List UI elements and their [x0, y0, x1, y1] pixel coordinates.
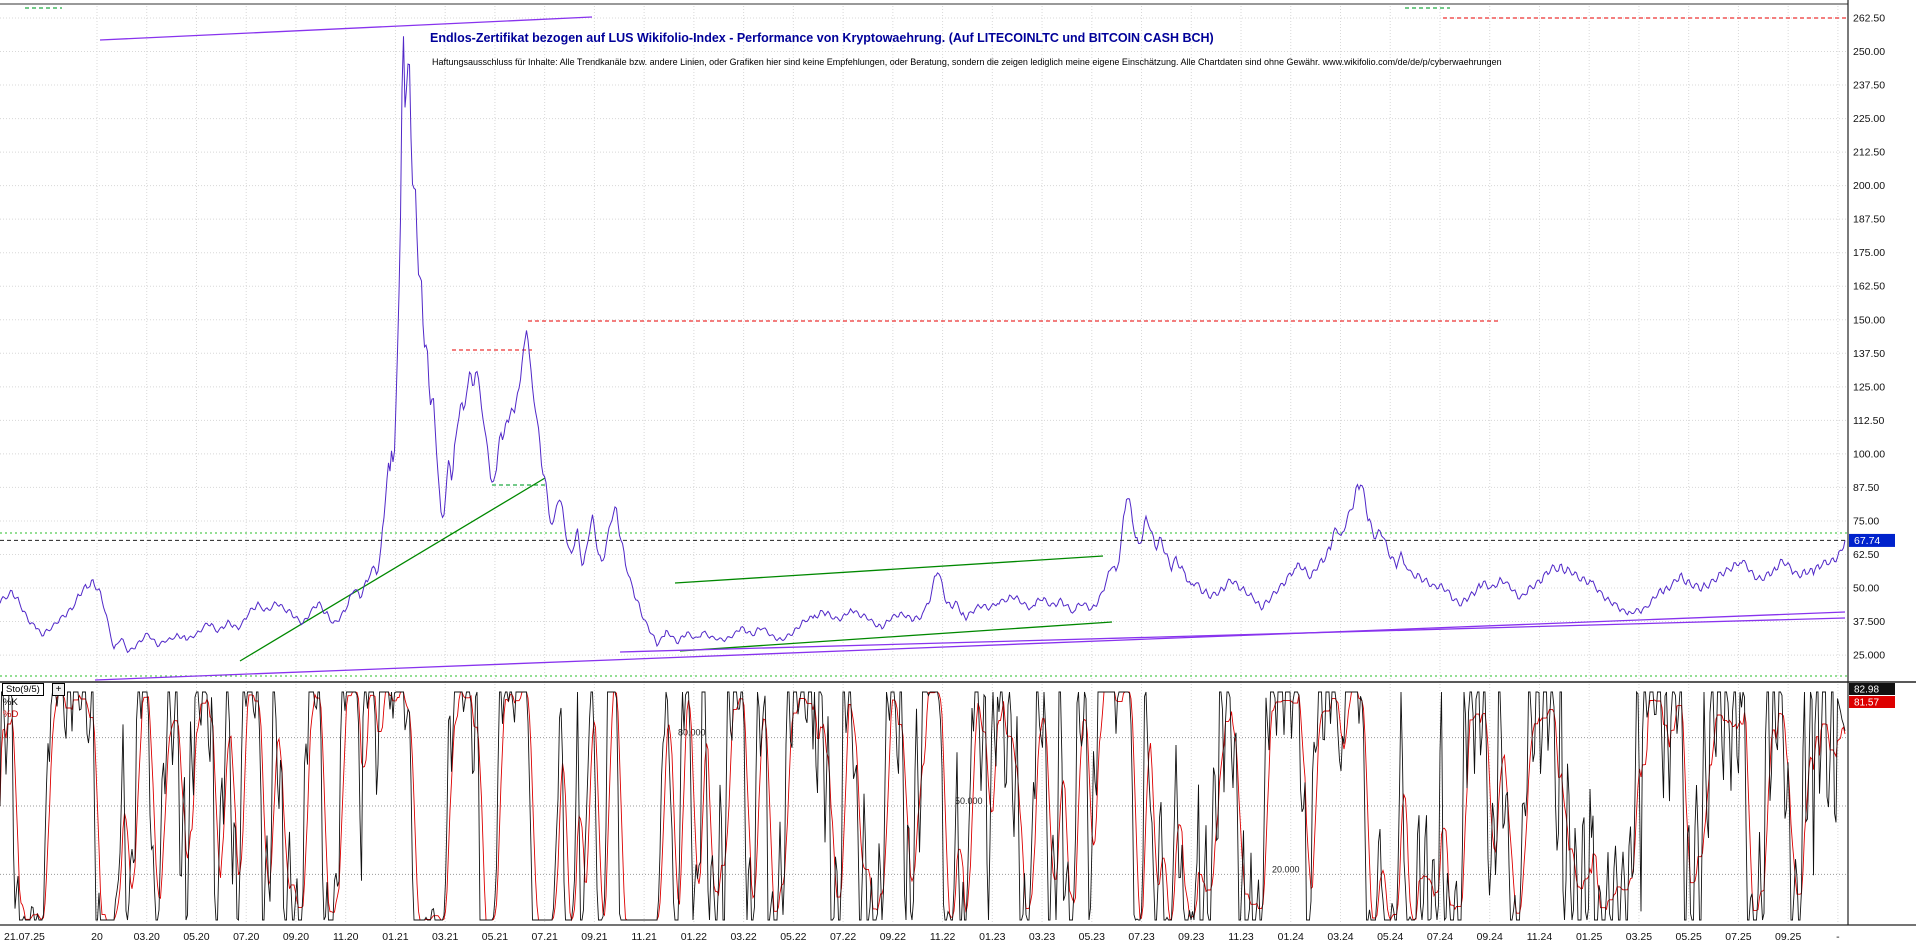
y-axis-label: 250.00 — [1853, 46, 1885, 58]
x-axis-label: 03.20 — [134, 931, 160, 943]
x-axis-label: 09.22 — [880, 931, 906, 943]
y-axis-label: 212.50 — [1853, 147, 1885, 159]
y-axis-label: 237.50 — [1853, 80, 1885, 92]
price-line[interactable] — [0, 36, 1846, 654]
x-axis-label: 05.25 — [1676, 931, 1702, 943]
x-axis-label: - — [1836, 931, 1840, 943]
chart-title: Endlos-Zertifikat bezogen auf LUS Wikifo… — [430, 31, 1214, 45]
y-axis-label: 37.500 — [1853, 616, 1885, 628]
indicator-d-label: %D — [3, 709, 19, 720]
x-axis-label: 09.23 — [1178, 931, 1204, 943]
x-axis-label: 07.25 — [1725, 931, 1751, 943]
y-axis-label: 150.00 — [1853, 314, 1885, 326]
x-axis-label: 11.21 — [631, 931, 657, 943]
current-price-value: 67.74 — [1854, 535, 1880, 547]
x-axis-label: 01.24 — [1278, 931, 1304, 943]
x-axis-label: 11.20 — [333, 931, 359, 943]
x-axis-label: 09.20 — [283, 931, 309, 943]
x-axis-label: 07.24 — [1427, 931, 1453, 943]
indicator-add-button[interactable]: + — [52, 683, 65, 696]
x-axis-label: 05.21 — [482, 931, 508, 943]
x-axis-label: 07.23 — [1128, 931, 1154, 943]
y-axis-label: 75.00 — [1853, 515, 1879, 527]
sto-level-label: 20.000 — [1272, 864, 1300, 874]
x-axis-label: 05.20 — [183, 931, 209, 943]
y-axis-label: 225.00 — [1853, 113, 1885, 125]
x-axis-label: 07.21 — [532, 931, 558, 943]
uptrend-2020-2021-line[interactable] — [239, 477, 546, 662]
chart-disclaimer: Haftungsausschluss für Inhalte: Alle Tre… — [432, 57, 1502, 67]
x-axis-label: 01.21 — [382, 931, 408, 943]
indicator-label[interactable]: Sto(9/5) — [2, 683, 44, 696]
x-axis-label: 11.23 — [1228, 931, 1254, 943]
y-axis-label: 62.50 — [1853, 549, 1879, 561]
mid-channel-lower-line[interactable] — [679, 621, 1113, 652]
sto-k-box — [1849, 683, 1895, 695]
x-axis-label: 03.23 — [1029, 931, 1055, 943]
x-axis-label: 20 — [91, 931, 103, 943]
sto-d-box — [1849, 696, 1895, 708]
y-axis-label: 125.00 — [1853, 381, 1885, 393]
x-axis-label: 11.22 — [930, 931, 956, 943]
x-axis-label: 05.24 — [1377, 931, 1403, 943]
y-axis-label: 25.000 — [1853, 650, 1885, 662]
x-axis-label: 11.24 — [1527, 931, 1553, 943]
x-axis-label: 05.23 — [1079, 931, 1105, 943]
y-axis-label: 50.00 — [1853, 583, 1879, 595]
x-axis-label: 05.22 — [780, 931, 806, 943]
x-axis-label: 01.22 — [681, 931, 707, 943]
y-axis-label: 112.50 — [1853, 415, 1884, 427]
y-axis-label: 187.50 — [1853, 214, 1885, 226]
longterm-support-b-line[interactable] — [619, 617, 1846, 653]
y-axis-label: 200.00 — [1853, 180, 1885, 192]
x-axis-label: 03.21 — [432, 931, 458, 943]
indicator-k-label: %K — [3, 697, 18, 708]
sto-level-label: 50.000 — [955, 796, 983, 806]
x-axis-label: 09.24 — [1477, 931, 1503, 943]
x-axis-label: 01.25 — [1576, 931, 1602, 943]
x-axis-label: 03.25 — [1626, 931, 1652, 943]
current-price-box — [1849, 533, 1895, 547]
y-axis-label: 137.50 — [1853, 348, 1885, 360]
sto-k-value: 82.98 — [1854, 685, 1879, 696]
x-axis-label: 07.20 — [233, 931, 259, 943]
longterm-support-a-line[interactable] — [94, 611, 1846, 681]
x-axis-label: 01.23 — [979, 931, 1005, 943]
upper-resistance-trendline[interactable] — [99, 16, 593, 41]
sto-k-line[interactable] — [0, 690, 1846, 922]
y-axis-label: 87.50 — [1853, 482, 1879, 494]
x-axis-label: 07.22 — [830, 931, 856, 943]
x-axis-label: 09.21 — [581, 931, 607, 943]
x-axis-label: 21.07.25 — [4, 931, 45, 943]
x-axis-label: 03.24 — [1327, 931, 1353, 943]
mid-channel-upper-line[interactable] — [674, 555, 1104, 584]
x-axis-label: 03.22 — [730, 931, 756, 943]
sto-d-value: 81.57 — [1854, 698, 1879, 709]
x-axis-label: 09.25 — [1775, 931, 1801, 943]
y-axis-label: 262.50 — [1853, 13, 1885, 25]
y-axis-label: 162.50 — [1853, 281, 1885, 293]
y-axis-label: 100.00 — [1853, 448, 1885, 460]
y-axis-label: 175.00 — [1853, 247, 1885, 259]
sto-d-line[interactable] — [0, 691, 1846, 922]
